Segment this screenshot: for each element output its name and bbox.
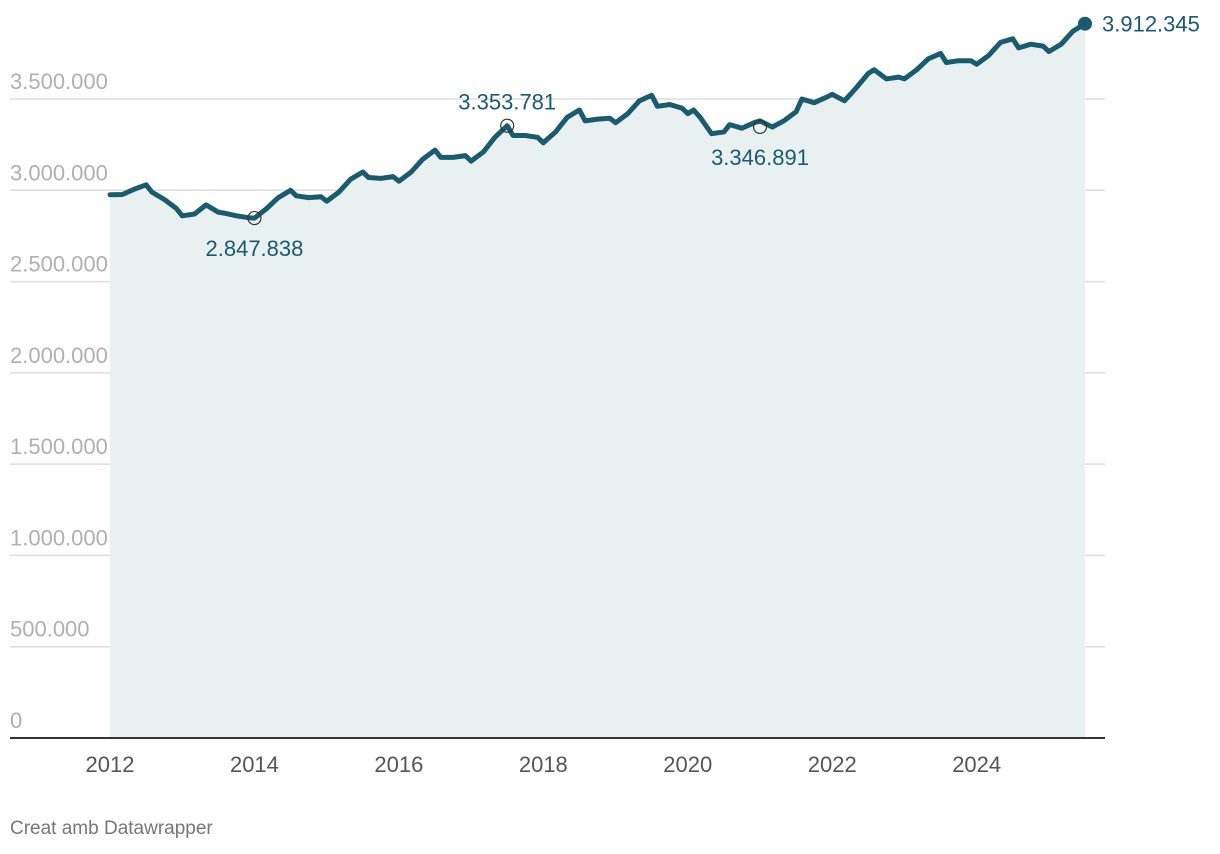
x-tick-label: 2024: [952, 752, 1001, 777]
annotation-marker: [752, 119, 768, 135]
series-line: [107, 21, 1088, 221]
annotation-label: 3.346.891: [711, 145, 809, 170]
area-fill: [110, 23, 1085, 738]
annotations: 2.847.838 3.353.781 3.346.891: [206, 90, 809, 261]
annotation-label: 2.847.838: [206, 236, 304, 261]
x-tick-label: 2012: [86, 752, 135, 777]
y-tick-label: 2.500.000: [10, 252, 108, 277]
y-tick-label: 500.000: [10, 617, 90, 642]
end-point-marker: [1078, 16, 1092, 31]
x-tick-label: 2020: [663, 752, 712, 777]
annotation-label: 3.353.781: [458, 90, 556, 115]
y-tick-label: 1.000.000: [10, 525, 108, 550]
x-tick-label: 2018: [519, 752, 568, 777]
y-tick-label: 0: [10, 708, 22, 733]
annotation-marker: [500, 118, 515, 133]
x-tick-label: 2022: [808, 752, 857, 777]
x-tick-label: 2014: [230, 752, 279, 777]
y-axis-ticks: 0 500.000 1.000.000 1.500.000 2.000.000 2.500…: [10, 69, 108, 733]
end-value-label: 3.912.345: [1102, 12, 1200, 37]
x-tick-label: 2016: [374, 752, 423, 777]
y-tick-label: 2.000.000: [10, 343, 108, 368]
footer-credit: Creat amb Datawrapper: [10, 818, 213, 839]
annotation-marker: [247, 210, 262, 226]
x-axis-ticks: 2012 2014 2016 2018 2020 2022 2024: [86, 752, 1002, 777]
y-tick-label: 3.500.000: [10, 69, 108, 94]
y-tick-label: 3.000.000: [10, 160, 108, 185]
y-tick-label: 1.500.000: [10, 434, 108, 459]
